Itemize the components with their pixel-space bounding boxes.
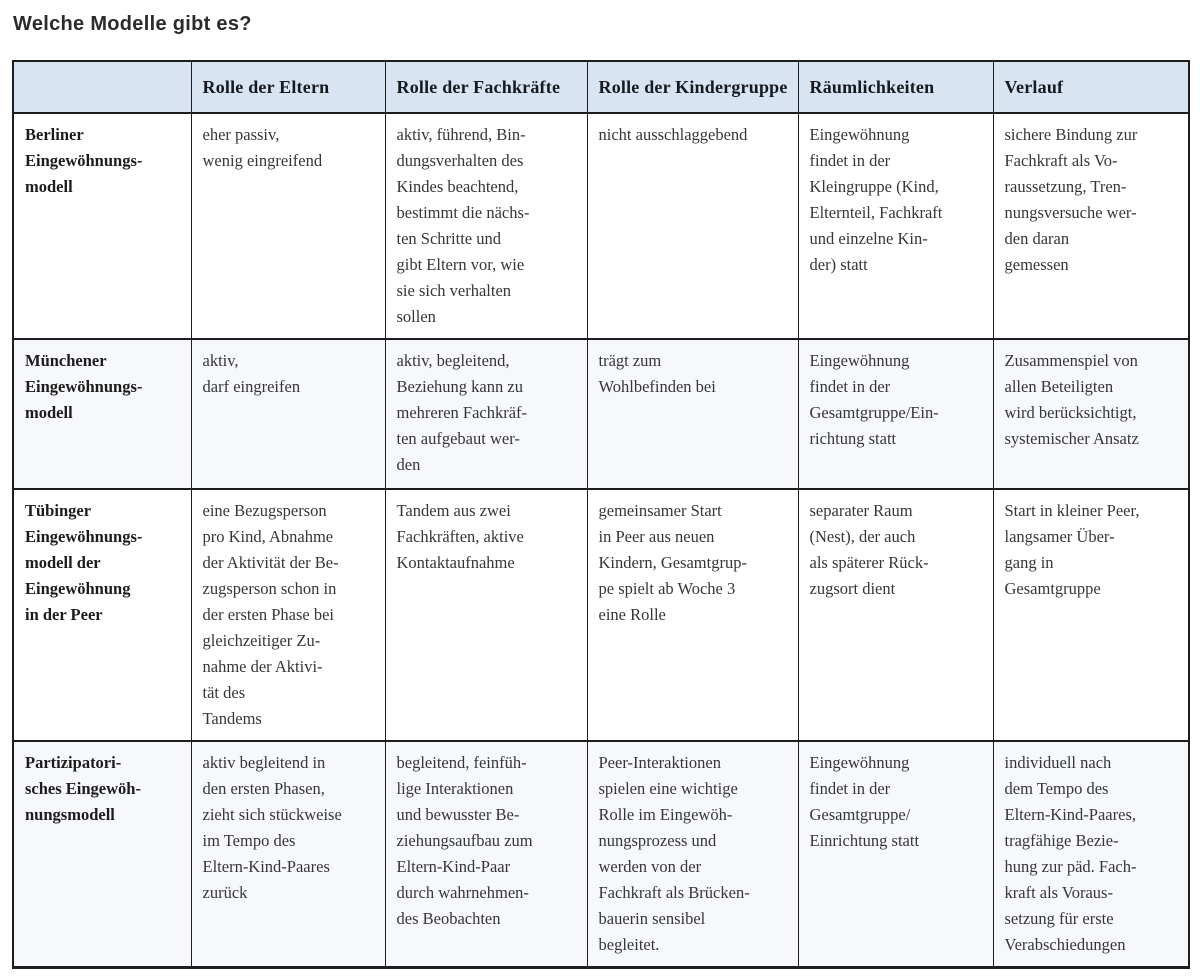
cell-partizipatorisches-fachkraefte: begleitend, feinfüh- lige Interaktionen … [384,740,588,969]
cell-muenchener-fachkraefte: aktiv, begleitend, Beziehung kann zu meh… [384,338,588,490]
table-header-row: Rolle der Eltern Rolle der Fachkräfte Ro… [12,60,1190,114]
table-row-berliner-modell: Berliner Eingewöhnungs- modell eher pass… [12,112,1190,340]
row-header-muenchener-modell: Münchener Eingewöhnungs- modell [12,338,192,490]
table-row-partizipatorisches-modell: Partizipatori- sches Eingewöh- nungsmode… [12,740,1190,969]
page-title: Welche Modelle gibt es? [13,13,252,35]
cell-tuebinger-verlauf: Start in kleiner Peer, langsamer Über- g… [992,488,1190,742]
column-header-rolle-der-fachkraefte: Rolle der Fachkräfte [384,60,588,114]
cell-berliner-eltern: eher passiv, wenig eingreifend [190,112,386,340]
column-header-verlauf: Verlauf [992,60,1190,114]
row-header-berliner-modell: Berliner Eingewöhnungs- modell [12,112,192,340]
cell-tuebinger-eltern: eine Bezugsperson pro Kind, Abnahme der … [190,488,386,742]
cell-berliner-kindergruppe: nicht ausschlaggebend [586,112,799,340]
cell-berliner-fachkraefte: aktiv, führend, Bin- dungsverhalten des … [384,112,588,340]
column-header-raeumlichkeiten: Räumlichkeiten [797,60,994,114]
cell-berliner-verlauf: sichere Bindung zur Fachkraft als Vo- ra… [992,112,1190,340]
row-header-tuebinger-modell: Tübinger Eingewöhnungs- modell der Einge… [12,488,192,742]
cell-partizipatorisches-verlauf: individuell nach dem Tempo des Eltern-Ki… [992,740,1190,969]
cell-berliner-raeumlichkeiten: Eingewöhnung findet in der Kleingruppe (… [797,112,994,340]
cell-muenchener-eltern: aktiv, darf eingreifen [190,338,386,490]
cell-partizipatorisches-raeumlichkeiten: Eingewöhnung findet in der Gesamtgruppe/… [797,740,994,969]
table-row-tuebinger-modell: Tübinger Eingewöhnungs- modell der Einge… [12,488,1190,742]
cell-tuebinger-kindergruppe: gemeinsamer Start in Peer aus neuen Kind… [586,488,799,742]
column-header-empty [12,60,192,114]
row-header-partizipatorisches-modell: Partizipatori- sches Eingewöh- nungsmode… [12,740,192,969]
models-table: Rolle der Eltern Rolle der Fachkräfte Ro… [12,60,1190,969]
cell-muenchener-raeumlichkeiten: Eingewöhnung findet in der Gesamtgruppe/… [797,338,994,490]
cell-partizipatorisches-eltern: aktiv begleitend in den ersten Phasen, z… [190,740,386,969]
cell-muenchener-kindergruppe: trägt zum Wohlbefinden bei [586,338,799,490]
column-header-rolle-der-kindergruppe: Rolle der Kindergruppe [586,60,799,114]
cell-partizipatorisches-kindergruppe: Peer-Interaktionen spielen eine wichtige… [586,740,799,969]
table-row-muenchener-modell: Münchener Eingewöhnungs- modell aktiv, d… [12,338,1190,490]
column-header-rolle-der-eltern: Rolle der Eltern [190,60,386,114]
cell-muenchener-verlauf: Zusammenspiel von allen Beteiligten wird… [992,338,1190,490]
cell-tuebinger-fachkraefte: Tandem aus zwei Fachkräften, aktive Kont… [384,488,588,742]
cell-tuebinger-raeumlichkeiten: separater Raum (Nest), der auch als spät… [797,488,994,742]
